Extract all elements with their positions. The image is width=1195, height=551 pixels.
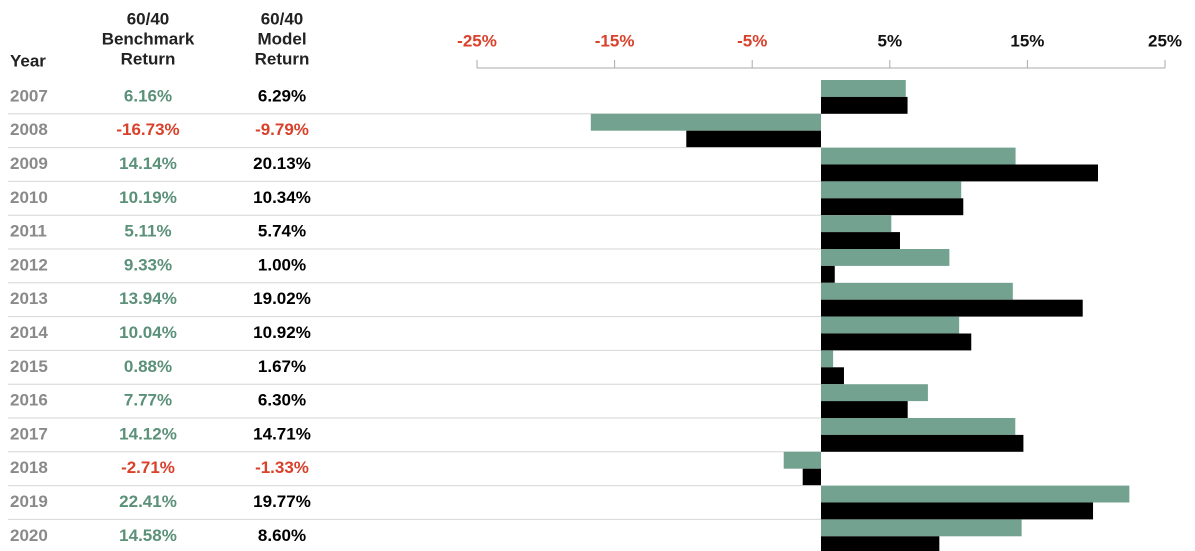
year-header: Year	[10, 51, 46, 70]
year-label: 2010	[10, 188, 48, 207]
bar	[821, 384, 928, 402]
year-label: 2007	[10, 86, 48, 105]
bar	[783, 451, 821, 469]
bar	[821, 181, 962, 199]
bar	[821, 232, 900, 249]
value-label: 8.60%	[258, 526, 306, 545]
bar	[821, 350, 834, 368]
value-label: 5.74%	[258, 222, 306, 241]
x-tick-label: -15%	[595, 31, 635, 50]
bar	[821, 80, 906, 97]
value-label: 10.34%	[253, 188, 311, 207]
value-label: 7.77%	[124, 391, 172, 410]
year-label: 2019	[10, 492, 48, 511]
column-header: Model	[257, 29, 306, 48]
value-label: 10.19%	[119, 188, 177, 207]
value-label: 22.41%	[119, 492, 177, 511]
year-label: 2011	[10, 222, 47, 241]
x-tick-label: -25%	[457, 31, 497, 50]
value-label: 14.12%	[119, 424, 177, 443]
bar	[821, 333, 972, 351]
bar	[821, 249, 950, 266]
value-label: 14.71%	[253, 424, 311, 443]
bar	[821, 519, 1022, 537]
bar	[821, 96, 908, 114]
bar	[590, 113, 821, 131]
value-label: 1.00%	[258, 255, 306, 274]
bar	[821, 367, 844, 385]
value-label: -16.73%	[116, 120, 179, 139]
value-label: 10.92%	[253, 323, 311, 342]
value-label: 5.11%	[124, 222, 171, 241]
year-label: 2016	[10, 391, 48, 410]
year-label: 2013	[10, 289, 48, 308]
bar	[821, 485, 1130, 503]
bar	[802, 468, 821, 486]
bar	[686, 130, 821, 148]
value-label: 9.33%	[124, 255, 172, 274]
year-label: 2020	[10, 526, 48, 545]
year-label: 2014	[10, 323, 48, 342]
bar	[821, 282, 1013, 300]
year-label: 2015	[10, 357, 48, 376]
value-label: 0.88%	[124, 357, 172, 376]
value-label: -2.71%	[121, 458, 175, 477]
value-label: 6.30%	[258, 391, 306, 410]
year-label: 2009	[10, 154, 48, 173]
value-label: 19.77%	[253, 492, 311, 511]
bar	[821, 164, 1098, 182]
bar	[821, 401, 908, 418]
value-label: 6.16%	[124, 86, 172, 105]
bar	[821, 316, 960, 334]
value-label: 10.04%	[119, 323, 177, 342]
year-label: 2012	[10, 255, 48, 274]
bar	[821, 299, 1083, 317]
year-label: 2017	[10, 424, 48, 443]
x-tick-label: 25%	[1148, 31, 1182, 50]
bar	[821, 502, 1094, 520]
value-label: 1.67%	[258, 357, 306, 376]
year-label: 2008	[10, 120, 48, 139]
value-label: 6.29%	[258, 86, 306, 105]
value-label: 14.58%	[119, 526, 177, 545]
value-label: -1.33%	[255, 458, 309, 477]
x-tick-label: -5%	[737, 31, 767, 50]
column-header: 60/40	[127, 9, 170, 28]
value-label: 20.13%	[253, 154, 311, 173]
x-tick-label: 15%	[1010, 31, 1044, 50]
value-label: 13.94%	[119, 289, 177, 308]
value-label: 19.02%	[253, 289, 311, 308]
year-label: 2018	[10, 458, 48, 477]
column-header: Return	[255, 49, 310, 68]
bar	[821, 147, 1016, 165]
column-header: Return	[121, 49, 176, 68]
bar	[821, 418, 1016, 435]
bar	[821, 434, 1024, 452]
value-label: 14.14%	[119, 154, 177, 173]
bar	[821, 265, 835, 283]
bar	[821, 215, 892, 233]
bar	[821, 536, 940, 551]
bar	[821, 198, 964, 216]
column-header: Benchmark	[102, 29, 195, 48]
column-header: 60/40	[261, 9, 304, 28]
value-label: -9.79%	[255, 120, 309, 139]
x-tick-label: 5%	[878, 31, 903, 50]
